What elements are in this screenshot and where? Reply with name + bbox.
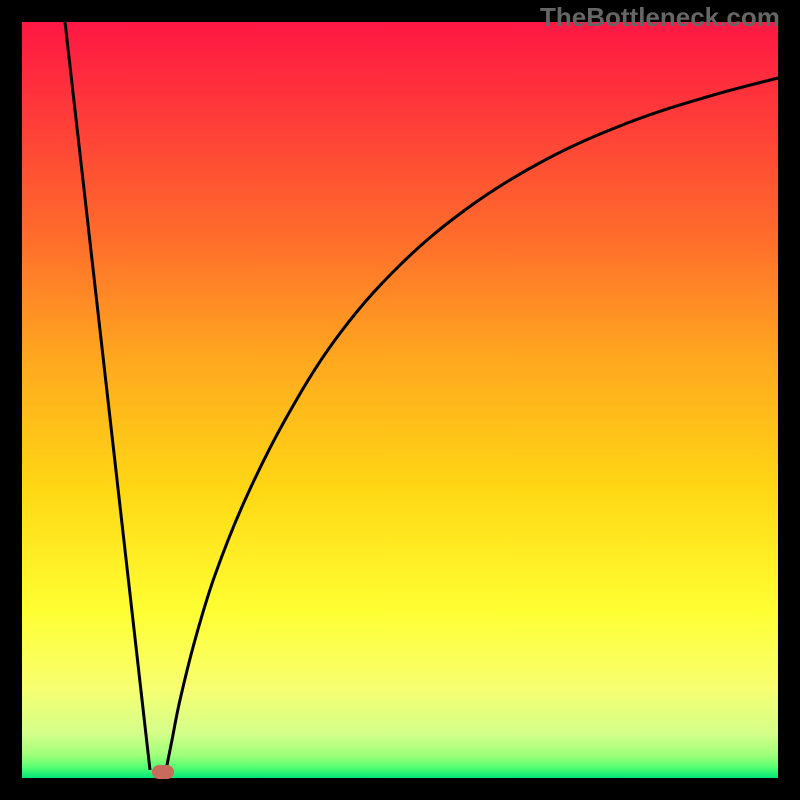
watermark-text: TheBottleneck.com [540, 2, 780, 33]
bottleneck-chart: TheBottleneck.com [0, 0, 800, 800]
left-curve-line [65, 22, 150, 770]
curve-overlay [0, 0, 800, 800]
right-curve-path [166, 78, 778, 770]
optimal-point-marker [152, 765, 174, 779]
